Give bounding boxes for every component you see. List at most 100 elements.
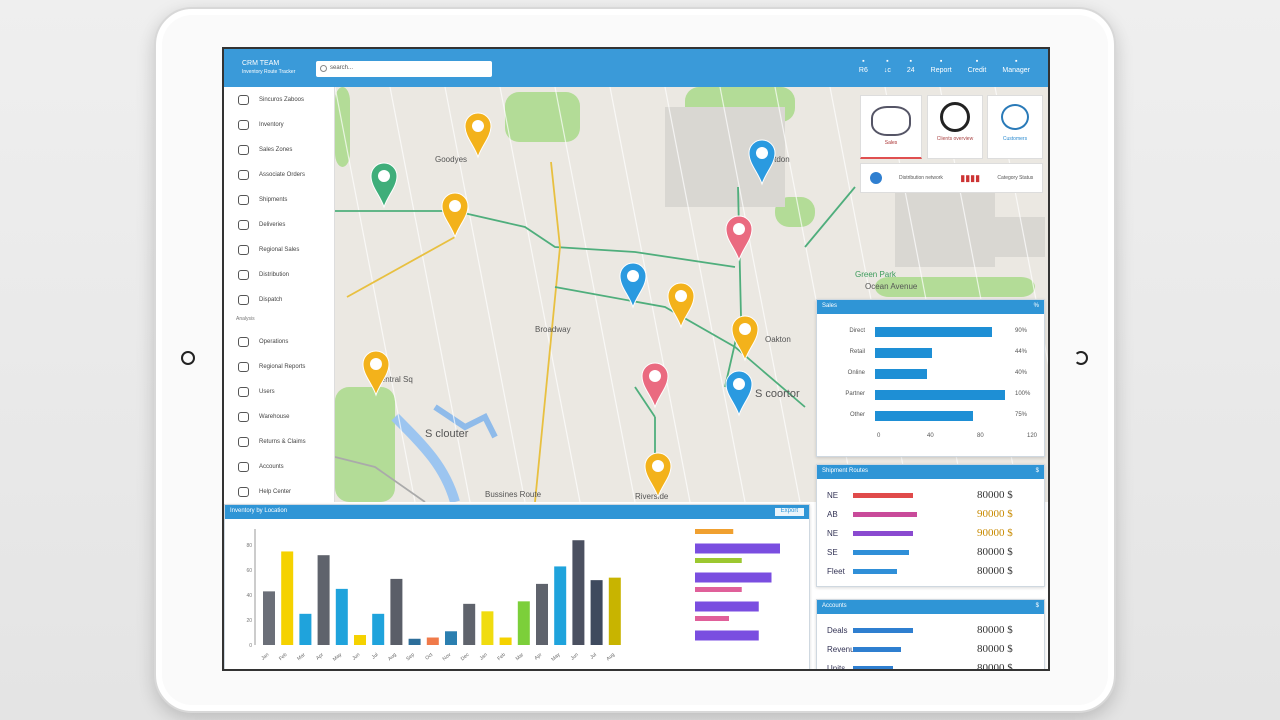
bar[interactable] (554, 566, 567, 645)
reports-button[interactable]: ▪ Report (931, 57, 952, 75)
sidebar-item-label: Distribution (259, 271, 290, 278)
sidebar-item-icon (238, 386, 249, 397)
brand-title: CRM TEAM (242, 60, 280, 67)
calendar-button[interactable]: ▪ 24 (907, 57, 915, 75)
bar[interactable] (408, 638, 421, 645)
thumb-customers[interactable]: Customers (987, 95, 1043, 159)
sales-bar[interactable] (875, 348, 933, 358)
bar[interactable] (299, 613, 312, 645)
map-pin-icon[interactable] (362, 350, 390, 397)
user-button[interactable]: ▪ Manager (1002, 57, 1030, 75)
bar[interactable] (263, 591, 275, 645)
map-pin-icon[interactable] (370, 162, 398, 209)
alerts-button[interactable]: ▪ R6 (859, 57, 868, 75)
legend-bar (695, 616, 729, 621)
x-tick-label: Aug (387, 652, 398, 662)
sync-button[interactable]: ▪ ↓c (884, 57, 891, 75)
sales-bar[interactable] (875, 411, 973, 421)
row-value: 80000 $ (977, 643, 1013, 655)
sidebar-item-label: Sales Zones (259, 146, 293, 153)
bar[interactable] (426, 637, 439, 645)
sales-bar[interactable] (875, 390, 1005, 400)
map-pin-icon[interactable] (725, 370, 753, 417)
thumb-sales[interactable]: Sales (860, 95, 922, 159)
sidebar-item[interactable]: Users (224, 379, 334, 404)
legend-bar (695, 601, 759, 612)
map-pin-icon[interactable] (644, 452, 672, 499)
bar[interactable] (517, 601, 530, 645)
sidebar-item-label: Accounts (259, 463, 284, 470)
sidebar-item[interactable]: Associate Orders (224, 162, 334, 187)
credit-button[interactable]: ▪ Credit (968, 57, 987, 75)
bar[interactable] (354, 635, 366, 645)
bar-label: Partner (845, 391, 865, 397)
sidebar-item-label: Users (259, 388, 275, 395)
map-pin-icon[interactable] (731, 315, 759, 362)
bar[interactable] (499, 637, 512, 645)
map-pin-icon[interactable] (667, 282, 695, 329)
bar[interactable] (281, 551, 294, 645)
lake (433, 404, 498, 439)
x-tick-label: Aug (605, 652, 616, 662)
x-tick-label: Sep (405, 652, 416, 662)
chart-panel: Inventory by Location Export 0 20 40 60 80 Jan… (224, 504, 810, 669)
x-tick-label: Mar (515, 652, 526, 662)
sidebar-item[interactable]: Dispatch (224, 287, 334, 312)
route-line (534, 161, 561, 502)
legend-bar (695, 587, 742, 592)
map-pin-icon[interactable] (619, 262, 647, 309)
bar[interactable] (536, 583, 548, 645)
bar[interactable] (608, 577, 621, 645)
sidebar-item-icon (238, 411, 249, 422)
bar[interactable] (390, 578, 403, 645)
x-tick-label: Oct (424, 652, 434, 662)
bar[interactable] (445, 631, 457, 645)
bar-label: Direct (849, 328, 865, 334)
sidebar-item[interactable]: Accounts (224, 454, 334, 479)
search-input[interactable]: search... (316, 61, 492, 77)
sales-bar[interactable] (875, 369, 927, 379)
sidebar-item-label: Regional Reports (259, 363, 306, 370)
map-pin-icon[interactable] (441, 192, 469, 239)
map-pin-icon[interactable] (748, 139, 776, 186)
bar[interactable] (372, 613, 385, 645)
panel-title: Accounts (822, 603, 847, 609)
header-action-label: R6 (858, 67, 868, 74)
sidebar-item[interactable]: Sales Zones (224, 137, 334, 162)
bar[interactable] (590, 580, 603, 645)
legend-bar (695, 543, 780, 554)
row-bar (853, 569, 897, 574)
sidebar-item[interactable]: Operations (224, 329, 334, 354)
bar[interactable] (572, 540, 585, 645)
bar[interactable] (317, 555, 330, 645)
route-line (554, 286, 806, 408)
bar[interactable] (481, 611, 494, 645)
map-pin-icon[interactable] (725, 215, 753, 262)
sidebar-item[interactable]: Shipments (224, 187, 334, 212)
sidebar-item[interactable]: Help Center (224, 479, 334, 504)
sidebar-item[interactable]: Deliveries (224, 212, 334, 237)
sales-bar[interactable] (875, 327, 992, 337)
sidebar-item[interactable]: Distribution (224, 262, 334, 287)
map-pin-icon[interactable] (464, 112, 492, 159)
axis-tick: 0 (877, 433, 881, 439)
y-tick-label: 20 (246, 618, 252, 624)
sidebar-item[interactable]: Returns & Claims (224, 429, 334, 454)
panel-header-right: $ (1035, 468, 1039, 474)
map-pin-icon[interactable] (641, 362, 669, 409)
thumb-clients[interactable]: Clients overview (927, 95, 983, 159)
sidebar-item[interactable]: Regional Sales (224, 237, 334, 262)
export-button[interactable]: Export (774, 508, 804, 516)
sidebar-item[interactable]: Sincuros Zaboos (224, 87, 334, 112)
route-line (335, 210, 736, 268)
sidebar-item[interactable]: Regional Reports (224, 354, 334, 379)
bar[interactable] (335, 588, 348, 645)
bar[interactable] (463, 603, 476, 645)
thumb-label: Customers (1002, 136, 1028, 142)
row-value: 80000 $ (977, 624, 1013, 636)
thumb-strip[interactable]: Distribution network ▮▮▮▮ Category Status (860, 163, 1043, 193)
sidebar-item[interactable]: Inventory (224, 112, 334, 137)
bottles-icon: ▮▮▮▮ (960, 172, 981, 183)
home-button[interactable] (1074, 351, 1088, 365)
sidebar-item[interactable]: Warehouse (224, 404, 334, 429)
